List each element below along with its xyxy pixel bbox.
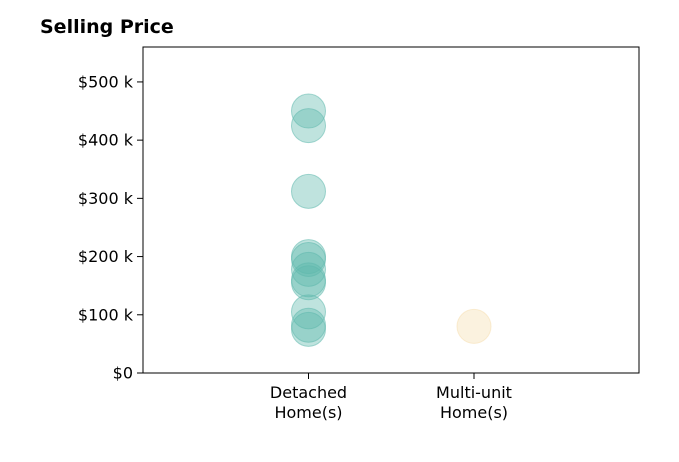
plot-area-frame: [142, 46, 640, 374]
y-tick-label: $200 k: [78, 247, 134, 266]
data-point: [291, 108, 326, 144]
x-tick-label: Detached Home(s): [270, 383, 347, 422]
chart-title: Selling Price: [40, 16, 174, 38]
data-point: [291, 251, 326, 287]
x-tick-label: Multi-unit Home(s): [436, 383, 512, 422]
data-point: [291, 93, 326, 129]
data-point: [291, 173, 326, 209]
y-tick-label: $500 k: [78, 72, 134, 91]
y-axis: $0 $100 k $200 k $300 k $400 k $500 k: [78, 72, 143, 383]
y-tick-label: $100 k: [78, 305, 134, 324]
x-axis: Detached Home(s) Multi-unit Home(s): [270, 373, 512, 422]
y-tick-label: $300 k: [78, 189, 134, 208]
y-tick-label: $0: [113, 364, 133, 383]
data-point: [291, 265, 326, 301]
data-points: [291, 93, 492, 347]
data-point: [291, 311, 326, 347]
y-tick-label: $400 k: [78, 131, 134, 150]
data-point: [456, 308, 492, 344]
